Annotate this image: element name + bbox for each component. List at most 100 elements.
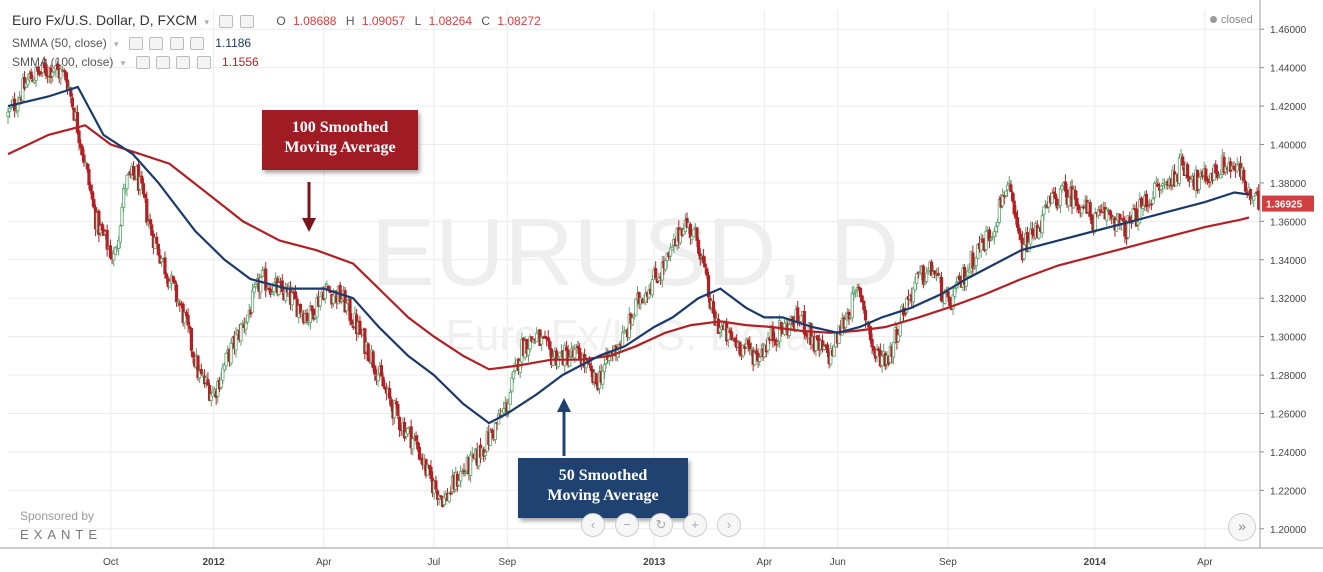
candle-body	[825, 344, 830, 353]
candle-body	[244, 322, 248, 330]
eye-icon[interactable]	[128, 37, 143, 51]
candle-body	[546, 337, 550, 342]
candle-body	[1138, 199, 1142, 224]
candle-body	[711, 301, 716, 314]
symbol-title[interactable]: Euro Fx/U.S. Dollar, D, FXCM	[12, 12, 198, 28]
candle-body	[125, 174, 129, 190]
candle-body	[568, 357, 572, 367]
candle-body	[429, 466, 433, 479]
settings-icon[interactable]	[219, 15, 234, 29]
indicator-smma50-label[interactable]: SMMA (50, close)	[12, 36, 107, 50]
candle-body	[654, 268, 658, 279]
candle-body	[8, 108, 12, 112]
candle-body	[690, 235, 694, 240]
sponsor-logo[interactable]: EXANTE	[20, 527, 103, 542]
candle-body	[958, 275, 962, 281]
candle-body	[518, 360, 522, 373]
minus-icon[interactable]: −	[615, 513, 639, 537]
y-tick-label: 1.40000	[1270, 141, 1307, 152]
candle-body	[234, 333, 238, 351]
candle-body	[209, 393, 213, 401]
chevron-down-icon[interactable]: ▾	[204, 17, 210, 27]
chevron-down-icon[interactable]: ▾	[120, 58, 126, 68]
candle-body	[411, 438, 415, 450]
sponsor-label: Sponsored by	[20, 509, 95, 523]
indicator-smma100-value: 1.1556	[221, 55, 259, 69]
plus-icon[interactable]: +	[683, 513, 707, 537]
candle-body	[1156, 183, 1160, 187]
candle-body	[272, 282, 276, 292]
candle-body	[1149, 203, 1153, 206]
candle-body	[229, 343, 233, 364]
candle-body	[1139, 197, 1144, 208]
candle-body	[994, 226, 998, 233]
candle-body	[784, 322, 788, 325]
candle-body	[1057, 205, 1061, 208]
candle-body	[1053, 193, 1058, 200]
candle-body	[880, 355, 884, 366]
current-price-tag	[1262, 195, 1314, 212]
candle-body	[259, 277, 263, 293]
candle-body	[1118, 214, 1122, 224]
candle-body	[1077, 204, 1081, 211]
x-tick-label: 2014	[1084, 557, 1107, 568]
candle-body	[1067, 197, 1071, 206]
candle-body	[558, 352, 562, 357]
gear-icon[interactable]	[239, 15, 254, 29]
scroll-to-realtime-icon[interactable]: »	[1228, 513, 1256, 541]
indicator-smma100-label[interactable]: SMMA (100, close)	[12, 55, 114, 69]
copy-icon[interactable]	[169, 37, 184, 51]
candle-body	[860, 295, 864, 303]
candle-body	[1144, 193, 1148, 208]
candle-body	[176, 301, 180, 304]
y-tick-label: 1.22000	[1270, 486, 1307, 497]
eye-icon[interactable]	[135, 56, 150, 70]
candle-body	[449, 492, 453, 495]
candle-body	[987, 229, 992, 242]
candle-body	[771, 327, 775, 342]
candle-body	[697, 240, 701, 254]
close-icon[interactable]	[196, 56, 211, 70]
candle-body	[1204, 168, 1208, 182]
watermark-title: EURUSD, D	[371, 199, 899, 306]
candle-body	[630, 317, 635, 326]
chevron-left-icon[interactable]: ‹	[581, 513, 605, 537]
candle-body	[1253, 193, 1258, 196]
ohlc-high-value: 1.09057	[361, 14, 406, 28]
indicator-smma50-value: 1.1186	[215, 36, 252, 50]
candle-body	[131, 166, 136, 176]
candle-body	[984, 230, 988, 250]
candle-body	[173, 280, 177, 284]
gear-icon[interactable]	[149, 37, 164, 51]
candle-body	[1010, 192, 1015, 202]
candle-body	[1108, 209, 1112, 216]
candle-body	[997, 199, 1001, 223]
candle-body	[695, 227, 699, 241]
candle-body	[1009, 184, 1013, 193]
chevron-down-icon[interactable]: ▾	[114, 39, 119, 49]
market-status: closed	[1210, 14, 1253, 26]
candle-body	[189, 328, 193, 351]
y-tick-label: 1.36000	[1270, 217, 1307, 228]
candle-body	[814, 336, 818, 351]
candle-body	[730, 331, 734, 340]
candle-body	[688, 224, 692, 238]
candle-body	[245, 314, 250, 323]
candle-body	[39, 72, 43, 75]
candle-body	[150, 224, 154, 236]
candle-body	[749, 348, 754, 351]
candle-body	[587, 363, 592, 365]
candle-body	[77, 130, 81, 144]
candle-body	[621, 332, 625, 348]
close-icon[interactable]	[189, 37, 204, 51]
ohlc-open-label: O	[276, 14, 286, 28]
candle-body	[832, 345, 836, 357]
copy-icon[interactable]	[176, 56, 191, 70]
candle-body	[862, 300, 866, 311]
reset-icon[interactable]: ↻	[649, 513, 673, 537]
chevron-right-icon[interactable]: ›	[717, 513, 741, 537]
candle-body	[668, 247, 673, 257]
gear-icon[interactable]	[155, 56, 170, 70]
indicator-smma100-row: SMMA (100, close) ▾ 1.1556	[12, 55, 259, 70]
candle-body	[389, 399, 393, 407]
